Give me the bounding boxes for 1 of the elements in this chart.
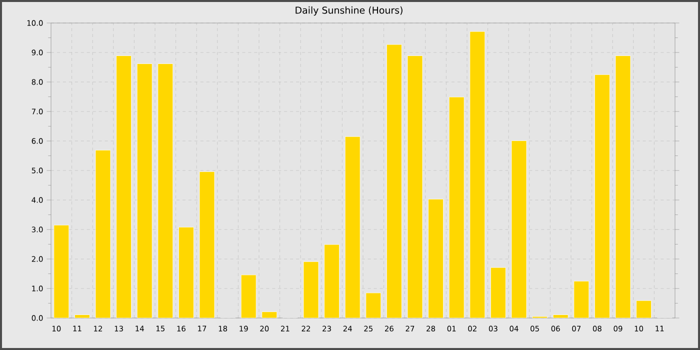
chart-title: Daily Sunshine (Hours) — [296, 6, 402, 16]
